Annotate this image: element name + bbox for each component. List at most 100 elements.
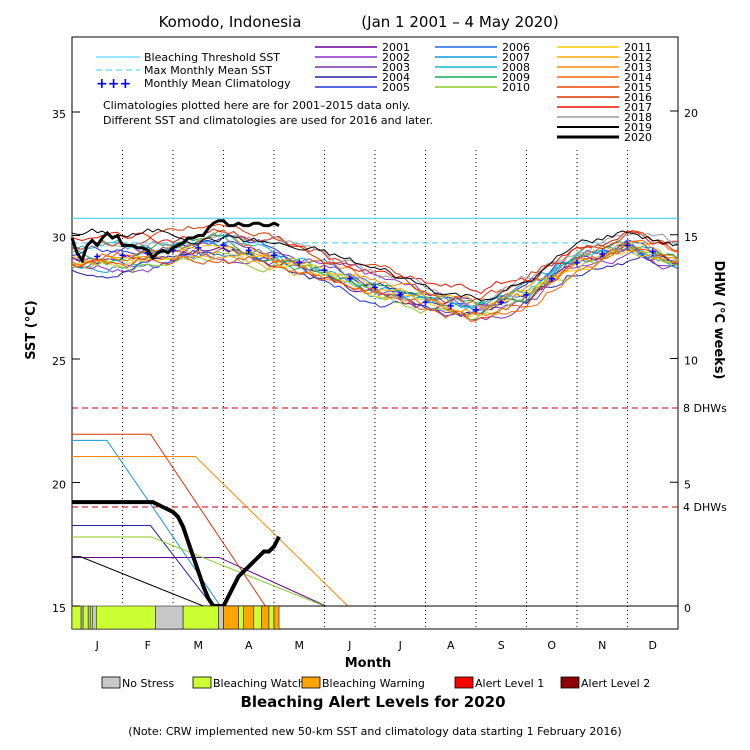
sst-tick-label: 30 (52, 232, 66, 245)
climatology-cross (296, 259, 303, 266)
alert-segment (91, 605, 97, 630)
alert-legend-label: Alert Level 2 (581, 677, 650, 690)
dhw-tick-label: 0 (684, 602, 691, 615)
climatology-cross (422, 299, 429, 306)
alert-legend-swatch (192, 676, 212, 689)
alert-legend: No Stress Bleaching Watch Bleaching Warnin… (101, 676, 650, 690)
series-2020 (70, 219, 281, 608)
year-legend-label: 2019 (624, 121, 652, 134)
climatology-cross (523, 291, 530, 298)
month-tick-label: S (498, 639, 505, 652)
climatology-cross (574, 259, 580, 266)
alert-segment (223, 605, 239, 630)
year-sst-line (71, 235, 679, 318)
y-axis-label-right: DHW (°C weeks) (711, 260, 726, 379)
axes: 15202530350510152025JFMAMJJASOND (52, 107, 698, 652)
year-legend-label: 2005 (382, 81, 410, 94)
year-sst-line (71, 230, 679, 308)
month-tick-label: M (295, 639, 305, 652)
alert-segment (80, 605, 84, 630)
year-dhw-line (72, 556, 678, 607)
year-dhw-line (72, 439, 678, 607)
year-legend-label: 2020 (624, 131, 652, 144)
year-sst-line (71, 228, 679, 295)
year-legend-label: 2015 (624, 81, 652, 94)
month-tick-label: J (95, 639, 99, 652)
alert-legend-label: Alert Level 1 (475, 677, 544, 690)
alert-segment (155, 605, 184, 630)
note-line-1: Climatologies plotted here are for 2001–… (103, 99, 410, 112)
year-legend-label: 2008 (502, 61, 530, 74)
dhw-2020-line (72, 500, 281, 608)
climatology-cross (624, 242, 631, 249)
dhw-tick-label: 5 (684, 478, 691, 491)
note-line-2: Different SST and climatologies are used… (103, 114, 433, 127)
month-tick-label: A (245, 639, 253, 652)
alert-segment (261, 605, 270, 630)
year-dhw-line (72, 536, 678, 607)
climatology-cross (220, 242, 227, 249)
dhw-threshold-label: 4 DHWs (683, 501, 727, 514)
alert-segment (218, 605, 224, 630)
sst-2020-line (70, 219, 280, 264)
climatology-cross (271, 252, 277, 259)
alert-legend-swatch (301, 676, 321, 689)
alert-legend-swatch (560, 676, 580, 689)
month-tick-label: M (194, 639, 204, 652)
climatology-cross (94, 253, 101, 260)
climatology-cross (649, 248, 656, 255)
alert-legend-label: No Stress (122, 677, 175, 690)
year-legend-label: 2012 (624, 51, 652, 64)
x-axis-label: Month (345, 656, 392, 671)
alert-title: Bleaching Alert Levels for 2020 (240, 693, 505, 711)
alert-segment (243, 605, 255, 630)
climatology-cross (372, 284, 378, 291)
alert-segment (89, 605, 93, 630)
climatology-cross (346, 275, 353, 282)
year-legend-label: 2009 (502, 71, 530, 84)
legend-climatology-swatch: +++ (96, 76, 131, 92)
y-axis-label-left: SST (°C) (24, 300, 39, 359)
year-legend-label: 2010 (502, 81, 530, 94)
bottom-note: (Note: CRW implemented new 50-km SST and… (128, 725, 621, 738)
year-legend-label: 2006 (502, 41, 530, 54)
sst-tick-label: 35 (52, 108, 66, 121)
year-sst-line (71, 244, 679, 318)
alert-segment (273, 605, 280, 630)
chart-title: Komodo, Indonesia (159, 13, 302, 31)
year-dhw-line (72, 433, 678, 607)
alert-segment (87, 605, 91, 630)
alert-legend-swatch (101, 676, 121, 689)
month-tick-label: O (547, 639, 556, 652)
year-legend-label: 2004 (382, 71, 410, 84)
year-legend-label: 2001 (382, 41, 410, 54)
year-sst-line (71, 228, 679, 302)
legend-mmm-label: Max Monthly Mean SST (144, 64, 272, 77)
month-tick-label: N (598, 639, 606, 652)
legend-threshold-label: Bleaching Threshold SST (144, 51, 280, 64)
year-dhw-line (72, 525, 678, 607)
dhw-threshold-label: 8 DHWs (683, 402, 727, 415)
alert-segment (182, 605, 219, 630)
climatology-cross (599, 251, 606, 258)
legend-lines: Bleaching Threshold SST Max Monthly Mean… (96, 51, 433, 127)
climatology-cross (119, 252, 126, 259)
month-tick-label: A (447, 639, 455, 652)
year-legend-label: 2014 (624, 71, 652, 84)
year-legend-label: 2018 (624, 111, 652, 124)
year-legend-label: 2007 (502, 51, 530, 64)
climatology-cross (447, 302, 454, 309)
climatology-cross (548, 275, 555, 282)
month-tick-label: D (649, 639, 657, 652)
dhw-tick-label: 20 (684, 107, 698, 120)
month-tick-label: F (145, 639, 151, 652)
climatology-cross (473, 306, 479, 313)
alert-legend-swatch (454, 676, 474, 689)
month-tick-label: J (398, 639, 402, 652)
alert-segment (238, 605, 244, 630)
month-tick-label: J (347, 639, 351, 652)
dhw-tick-label: 10 (684, 355, 698, 368)
sst-tick-label: 15 (52, 602, 66, 615)
